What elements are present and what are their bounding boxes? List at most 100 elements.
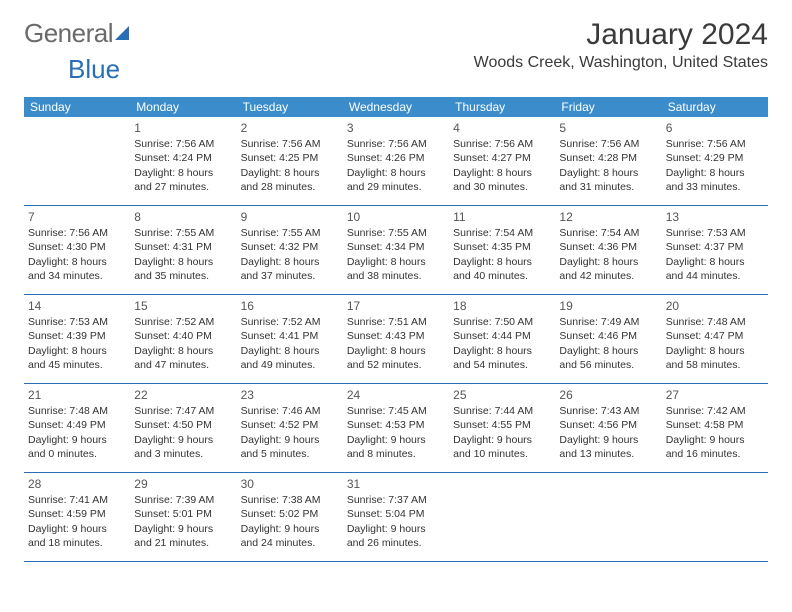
daylight-line-1: Daylight: 8 hours [666, 255, 764, 269]
sunrise-line: Sunrise: 7:47 AM [134, 404, 232, 418]
calendar-week-row: 21Sunrise: 7:48 AMSunset: 4:49 PMDayligh… [24, 384, 768, 473]
daylight-line-1: Daylight: 9 hours [666, 433, 764, 447]
day-header-friday: Friday [555, 97, 661, 117]
day-number: 22 [134, 387, 232, 403]
daylight-line-1: Daylight: 8 hours [134, 255, 232, 269]
daylight-line-1: Daylight: 8 hours [666, 344, 764, 358]
calendar-day-cell: 19Sunrise: 7:49 AMSunset: 4:46 PMDayligh… [555, 295, 661, 383]
calendar-empty-cell [555, 473, 661, 561]
daylight-line-1: Daylight: 8 hours [241, 255, 339, 269]
sunrise-line: Sunrise: 7:55 AM [134, 226, 232, 240]
daylight-line-2: and 37 minutes. [241, 269, 339, 283]
day-number: 5 [559, 120, 657, 136]
daylight-line-1: Daylight: 8 hours [453, 166, 551, 180]
calendar-day-cell: 2Sunrise: 7:56 AMSunset: 4:25 PMDaylight… [237, 117, 343, 205]
day-number: 19 [559, 298, 657, 314]
sunset-line: Sunset: 4:43 PM [347, 329, 445, 343]
day-number: 30 [241, 476, 339, 492]
daylight-line-1: Daylight: 9 hours [347, 522, 445, 536]
day-number: 26 [559, 387, 657, 403]
sunset-line: Sunset: 4:36 PM [559, 240, 657, 254]
calendar-day-cell: 30Sunrise: 7:38 AMSunset: 5:02 PMDayligh… [237, 473, 343, 561]
daylight-line-1: Daylight: 8 hours [28, 255, 126, 269]
daylight-line-1: Daylight: 9 hours [347, 433, 445, 447]
sunset-line: Sunset: 4:25 PM [241, 151, 339, 165]
day-number: 24 [347, 387, 445, 403]
calendar-week-row: 28Sunrise: 7:41 AMSunset: 4:59 PMDayligh… [24, 473, 768, 562]
day-header-wednesday: Wednesday [343, 97, 449, 117]
sunrise-line: Sunrise: 7:53 AM [666, 226, 764, 240]
daylight-line-1: Daylight: 9 hours [241, 433, 339, 447]
daylight-line-2: and 54 minutes. [453, 358, 551, 372]
day-number: 1 [134, 120, 232, 136]
calendar-day-cell: 29Sunrise: 7:39 AMSunset: 5:01 PMDayligh… [130, 473, 236, 561]
daylight-line-2: and 5 minutes. [241, 447, 339, 461]
daylight-line-1: Daylight: 8 hours [28, 344, 126, 358]
daylight-line-1: Daylight: 9 hours [134, 433, 232, 447]
sunset-line: Sunset: 4:40 PM [134, 329, 232, 343]
sunrise-line: Sunrise: 7:52 AM [241, 315, 339, 329]
sunset-line: Sunset: 4:47 PM [666, 329, 764, 343]
sunrise-line: Sunrise: 7:49 AM [559, 315, 657, 329]
sunrise-line: Sunrise: 7:41 AM [28, 493, 126, 507]
sunrise-line: Sunrise: 7:55 AM [241, 226, 339, 240]
day-number: 18 [453, 298, 551, 314]
sunrise-line: Sunrise: 7:53 AM [28, 315, 126, 329]
day-header-saturday: Saturday [662, 97, 768, 117]
daylight-line-2: and 13 minutes. [559, 447, 657, 461]
daylight-line-1: Daylight: 8 hours [134, 166, 232, 180]
calendar-day-cell: 13Sunrise: 7:53 AMSunset: 4:37 PMDayligh… [662, 206, 768, 294]
daylight-line-1: Daylight: 8 hours [241, 344, 339, 358]
sunset-line: Sunset: 4:44 PM [453, 329, 551, 343]
calendar-day-cell: 17Sunrise: 7:51 AMSunset: 4:43 PMDayligh… [343, 295, 449, 383]
day-number: 8 [134, 209, 232, 225]
calendar-day-cell: 9Sunrise: 7:55 AMSunset: 4:32 PMDaylight… [237, 206, 343, 294]
day-number: 6 [666, 120, 764, 136]
sunrise-line: Sunrise: 7:55 AM [347, 226, 445, 240]
daylight-line-2: and 26 minutes. [347, 536, 445, 550]
logo-triangle-icon [115, 26, 129, 40]
day-number: 11 [453, 209, 551, 225]
day-number: 9 [241, 209, 339, 225]
daylight-line-1: Daylight: 8 hours [347, 166, 445, 180]
day-number: 16 [241, 298, 339, 314]
day-number: 23 [241, 387, 339, 403]
calendar-body: 1Sunrise: 7:56 AMSunset: 4:24 PMDaylight… [24, 117, 768, 562]
day-number: 12 [559, 209, 657, 225]
daylight-line-1: Daylight: 8 hours [241, 166, 339, 180]
daylight-line-1: Daylight: 8 hours [453, 255, 551, 269]
sunset-line: Sunset: 4:46 PM [559, 329, 657, 343]
sunset-line: Sunset: 4:56 PM [559, 418, 657, 432]
daylight-line-2: and 28 minutes. [241, 180, 339, 194]
calendar-day-cell: 24Sunrise: 7:45 AMSunset: 4:53 PMDayligh… [343, 384, 449, 472]
sunrise-line: Sunrise: 7:38 AM [241, 493, 339, 507]
calendar-day-cell: 28Sunrise: 7:41 AMSunset: 4:59 PMDayligh… [24, 473, 130, 561]
day-header-tuesday: Tuesday [237, 97, 343, 117]
calendar-day-header: SundayMondayTuesdayWednesdayThursdayFrid… [24, 97, 768, 117]
sunrise-line: Sunrise: 7:44 AM [453, 404, 551, 418]
day-number: 14 [28, 298, 126, 314]
day-number: 7 [28, 209, 126, 225]
calendar-day-cell: 21Sunrise: 7:48 AMSunset: 4:49 PMDayligh… [24, 384, 130, 472]
calendar-day-cell: 16Sunrise: 7:52 AMSunset: 4:41 PMDayligh… [237, 295, 343, 383]
daylight-line-2: and 0 minutes. [28, 447, 126, 461]
daylight-line-2: and 8 minutes. [347, 447, 445, 461]
daylight-line-2: and 42 minutes. [559, 269, 657, 283]
calendar-day-cell: 31Sunrise: 7:37 AMSunset: 5:04 PMDayligh… [343, 473, 449, 561]
month-title: January 2024 [474, 18, 768, 52]
sunset-line: Sunset: 4:26 PM [347, 151, 445, 165]
daylight-line-2: and 52 minutes. [347, 358, 445, 372]
daylight-line-1: Daylight: 8 hours [453, 344, 551, 358]
calendar-day-cell: 26Sunrise: 7:43 AMSunset: 4:56 PMDayligh… [555, 384, 661, 472]
sunset-line: Sunset: 4:31 PM [134, 240, 232, 254]
sunset-line: Sunset: 4:52 PM [241, 418, 339, 432]
calendar-empty-cell [449, 473, 555, 561]
calendar-day-cell: 4Sunrise: 7:56 AMSunset: 4:27 PMDaylight… [449, 117, 555, 205]
sunset-line: Sunset: 4:29 PM [666, 151, 764, 165]
calendar-day-cell: 11Sunrise: 7:54 AMSunset: 4:35 PMDayligh… [449, 206, 555, 294]
daylight-line-2: and 47 minutes. [134, 358, 232, 372]
sunset-line: Sunset: 4:53 PM [347, 418, 445, 432]
sunrise-line: Sunrise: 7:50 AM [453, 315, 551, 329]
daylight-line-1: Daylight: 8 hours [559, 344, 657, 358]
calendar-day-cell: 15Sunrise: 7:52 AMSunset: 4:40 PMDayligh… [130, 295, 236, 383]
